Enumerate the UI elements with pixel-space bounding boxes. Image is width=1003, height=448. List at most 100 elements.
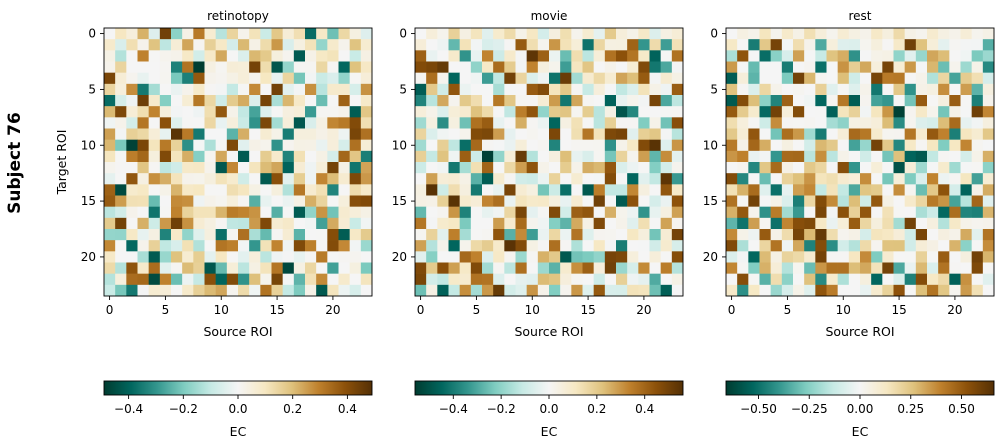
heatmap-cell bbox=[316, 83, 328, 96]
heatmap-cell bbox=[627, 50, 639, 62]
heatmap-cell bbox=[238, 195, 250, 207]
heatmap-cell bbox=[882, 262, 894, 274]
heatmap-cell bbox=[182, 173, 194, 185]
heatmap-cell bbox=[470, 240, 483, 252]
heatmap-cell bbox=[938, 95, 950, 107]
heatmap-cell bbox=[504, 229, 516, 241]
heatmap-cell bbox=[848, 273, 861, 286]
heatmap-cell bbox=[826, 229, 838, 241]
heatmap-cell bbox=[104, 195, 116, 207]
heatmap-cell bbox=[781, 50, 794, 62]
heatmap-cell bbox=[649, 128, 661, 140]
heatmap-cell bbox=[938, 150, 950, 163]
heatmap-cell bbox=[316, 128, 328, 140]
heatmap-cell bbox=[582, 262, 594, 274]
heatmap-cell bbox=[927, 184, 939, 196]
heatmap-cell bbox=[971, 39, 984, 51]
heatmap-cell bbox=[759, 173, 771, 185]
heatmap-cell bbox=[726, 262, 738, 274]
heatmap-cell bbox=[282, 139, 295, 152]
heatmap-cell bbox=[238, 83, 250, 96]
heatmap-cell bbox=[860, 50, 872, 62]
heatmap-cell bbox=[305, 162, 317, 174]
heatmap-cell bbox=[837, 229, 850, 241]
heatmap-cell bbox=[960, 128, 972, 140]
heatmap-cell bbox=[560, 273, 572, 286]
heatmap-cell bbox=[182, 251, 194, 263]
heatmap-cell bbox=[793, 229, 805, 241]
heatmap-cell bbox=[638, 251, 650, 263]
heatmap-cell bbox=[482, 117, 494, 129]
heatmap-cell bbox=[305, 173, 317, 185]
heatmap-cell bbox=[249, 139, 261, 152]
heatmap-cell bbox=[415, 217, 427, 230]
heatmap-cell bbox=[360, 50, 373, 62]
heatmap-cell bbox=[627, 251, 639, 263]
heatmap-cell bbox=[104, 173, 116, 185]
heatmap-cell bbox=[238, 284, 250, 297]
heatmap-cell bbox=[815, 28, 827, 40]
heatmap-cell bbox=[293, 173, 306, 185]
heatmap-cell bbox=[526, 95, 539, 107]
heatmap-cell bbox=[893, 83, 905, 96]
heatmap-cell bbox=[437, 128, 449, 140]
heatmap-cell bbox=[504, 117, 516, 129]
heatmap-cell bbox=[560, 106, 572, 118]
axes-frame bbox=[725, 27, 995, 297]
heatmap-cell bbox=[582, 28, 594, 40]
y-tick-label: 20 bbox=[703, 250, 718, 264]
heatmap-cell bbox=[571, 229, 583, 241]
heatmap-cell bbox=[327, 28, 339, 40]
heatmap-cell bbox=[282, 195, 295, 207]
heatmap-cell bbox=[781, 150, 794, 163]
heatmap-cell bbox=[249, 128, 261, 140]
heatmap-cell bbox=[305, 128, 317, 140]
y-tick-label: 5 bbox=[399, 82, 407, 96]
heatmap-cell bbox=[616, 106, 628, 118]
y-tick-label: 5 bbox=[88, 82, 96, 96]
heatmap-cell bbox=[459, 50, 472, 62]
heatmap-cell bbox=[582, 117, 594, 129]
heatmap-cell bbox=[215, 139, 228, 152]
heatmap-cell bbox=[271, 50, 283, 62]
heatmap-cell bbox=[137, 262, 149, 274]
heatmap-cell bbox=[182, 217, 194, 230]
heatmap-cell bbox=[493, 229, 505, 241]
heatmap-cell bbox=[781, 162, 794, 174]
x-tick-label: 15 bbox=[269, 303, 284, 317]
heatmap-cell bbox=[726, 206, 738, 219]
heatmap-cell bbox=[504, 273, 516, 286]
heatmap-cell bbox=[649, 83, 661, 96]
heatmap-cell bbox=[204, 150, 216, 163]
heatmap-cell bbox=[638, 150, 650, 163]
heatmap-cell bbox=[826, 128, 838, 140]
x-tick-label: 10 bbox=[214, 303, 229, 317]
heatmap-cell bbox=[748, 50, 760, 62]
heatmap-cell bbox=[804, 184, 816, 196]
heatmap-cell bbox=[982, 28, 995, 40]
heatmap-cell bbox=[470, 173, 483, 185]
heatmap-cell bbox=[437, 162, 449, 174]
colorbar-tick-label: 0.0 bbox=[228, 402, 247, 416]
heatmap-cell bbox=[781, 217, 794, 230]
heatmap-cell bbox=[737, 139, 749, 152]
heatmap-cell bbox=[627, 139, 639, 152]
heatmap-cell bbox=[982, 240, 995, 252]
heatmap-cell bbox=[871, 240, 883, 252]
heatmap-cell bbox=[271, 184, 283, 196]
x-tick-label: 10 bbox=[525, 303, 540, 317]
heatmap-cell bbox=[493, 206, 505, 219]
heatmap-cell bbox=[638, 284, 650, 297]
heatmap-cell bbox=[604, 251, 617, 263]
heatmap-cell bbox=[871, 195, 883, 207]
heatmap-cell bbox=[171, 262, 183, 274]
panel-title: retinotopy bbox=[207, 9, 269, 23]
heatmap-cell bbox=[327, 284, 339, 297]
heatmap-cell bbox=[860, 162, 872, 174]
heatmap-cell bbox=[249, 72, 261, 85]
heatmap-cell bbox=[616, 61, 628, 73]
heatmap-cell bbox=[316, 139, 328, 152]
heatmap-cell bbox=[627, 150, 639, 163]
heatmap-cell bbox=[616, 262, 628, 274]
